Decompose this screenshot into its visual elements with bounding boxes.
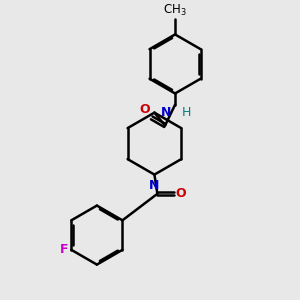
Text: F: F — [60, 243, 68, 256]
Text: CH$_3$: CH$_3$ — [163, 3, 187, 18]
Text: H: H — [182, 106, 191, 119]
Text: N: N — [149, 179, 160, 192]
Text: N: N — [161, 106, 172, 119]
Text: O: O — [176, 187, 186, 200]
Text: O: O — [140, 103, 150, 116]
